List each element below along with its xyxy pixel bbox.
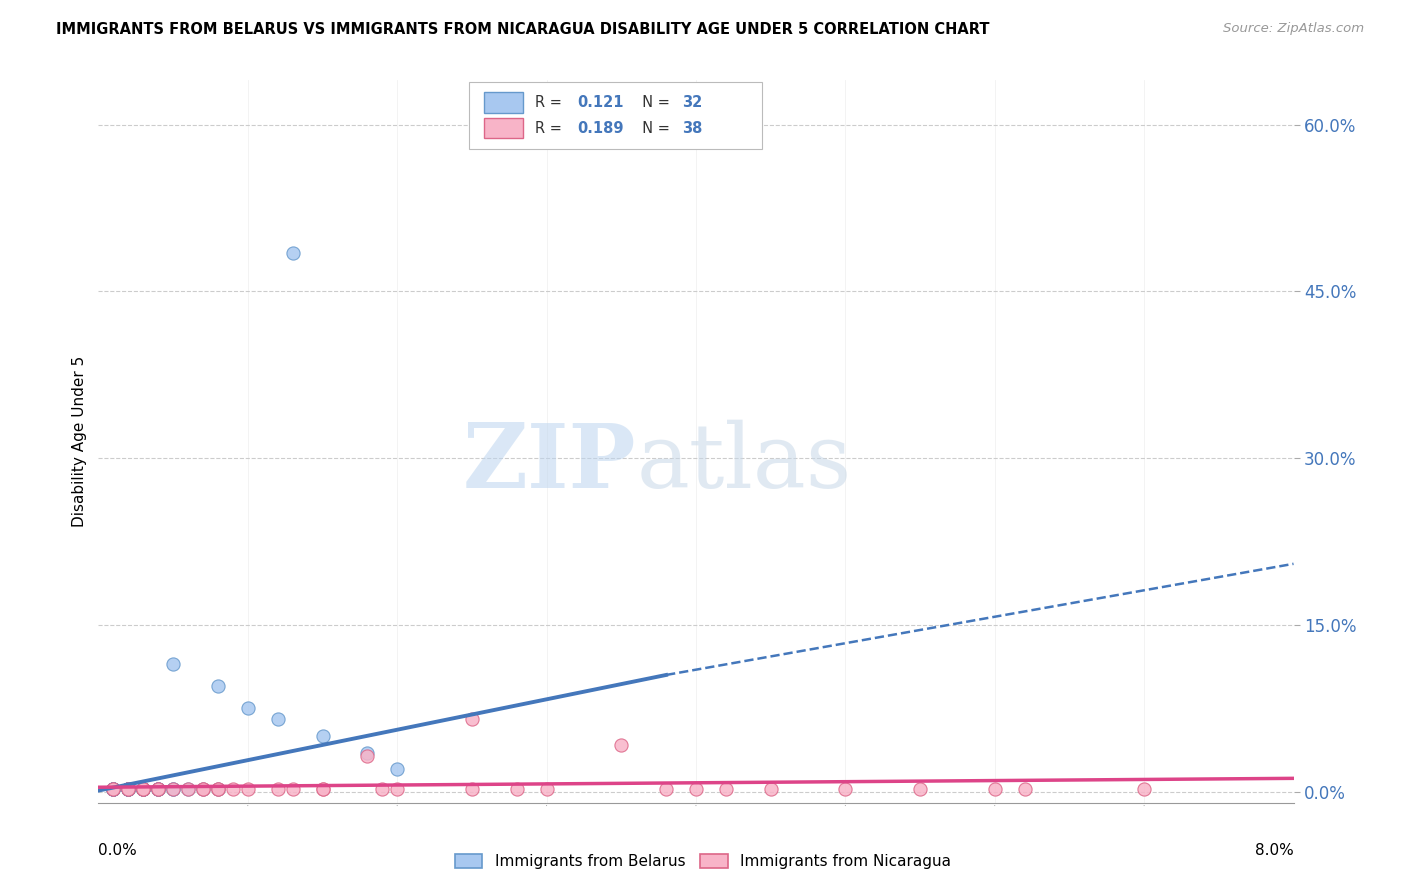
Point <box>132 782 155 797</box>
Point <box>132 782 155 797</box>
Point <box>177 782 200 797</box>
Point <box>148 782 170 797</box>
Point <box>148 782 170 797</box>
Text: 0.189: 0.189 <box>578 120 624 136</box>
Point <box>385 763 409 777</box>
Point <box>356 749 378 764</box>
Text: atlas: atlas <box>637 419 852 507</box>
Point <box>685 782 707 797</box>
Text: 32: 32 <box>682 95 702 110</box>
Point <box>132 782 155 797</box>
Point <box>132 782 155 797</box>
Point <box>177 782 200 797</box>
Point <box>103 782 125 797</box>
Point <box>311 782 333 797</box>
Point <box>371 782 394 797</box>
Point <box>103 782 125 797</box>
Point <box>267 713 290 727</box>
Point <box>191 782 214 797</box>
Point <box>461 782 484 797</box>
Point <box>148 782 170 797</box>
Point <box>117 782 139 797</box>
Point <box>117 782 139 797</box>
Point <box>132 782 155 797</box>
Point <box>132 782 155 797</box>
Point <box>162 782 184 797</box>
Point <box>148 782 170 797</box>
Text: R =: R = <box>534 120 567 136</box>
Text: N =: N = <box>633 95 673 110</box>
Point <box>117 782 139 797</box>
FancyBboxPatch shape <box>485 118 523 138</box>
Point <box>117 782 139 797</box>
Point <box>162 657 184 671</box>
Point <box>714 782 737 797</box>
Point <box>191 782 214 797</box>
Text: ZIP: ZIP <box>463 420 637 507</box>
Point <box>103 782 125 797</box>
Point <box>132 782 155 797</box>
Point <box>207 782 229 797</box>
Point <box>117 782 139 797</box>
Point <box>148 782 170 797</box>
Text: 38: 38 <box>682 120 702 136</box>
Point <box>834 782 856 797</box>
Point <box>311 782 333 797</box>
Point <box>117 782 139 797</box>
Point <box>610 738 633 752</box>
Point <box>984 782 1007 797</box>
Point <box>207 782 229 797</box>
Point <box>117 782 139 797</box>
Text: N =: N = <box>633 120 673 136</box>
Point <box>103 782 125 797</box>
Y-axis label: Disability Age Under 5: Disability Age Under 5 <box>72 356 87 527</box>
Point <box>132 782 155 797</box>
Text: R =: R = <box>534 95 567 110</box>
Point <box>1014 782 1036 797</box>
Point <box>207 782 229 797</box>
FancyBboxPatch shape <box>470 82 762 149</box>
Point <box>281 245 304 260</box>
Point <box>117 782 139 797</box>
Point <box>117 782 139 797</box>
Text: Source: ZipAtlas.com: Source: ZipAtlas.com <box>1223 22 1364 36</box>
Point <box>222 782 245 797</box>
Point <box>148 782 170 797</box>
Text: 0.121: 0.121 <box>578 95 624 110</box>
Point <box>356 746 378 760</box>
Point <box>908 782 931 797</box>
Point <box>236 701 259 715</box>
Point <box>162 782 184 797</box>
Point <box>1133 782 1156 797</box>
Text: IMMIGRANTS FROM BELARUS VS IMMIGRANTS FROM NICARAGUA DISABILITY AGE UNDER 5 CORR: IMMIGRANTS FROM BELARUS VS IMMIGRANTS FR… <box>56 22 990 37</box>
Point <box>132 782 155 797</box>
Point <box>267 782 290 797</box>
Text: 8.0%: 8.0% <box>1254 843 1294 857</box>
Point <box>191 782 214 797</box>
Point <box>655 782 678 797</box>
Point <box>162 782 184 797</box>
Point <box>236 782 259 797</box>
Point <box>207 679 229 693</box>
Point <box>103 782 125 797</box>
Point <box>281 782 304 797</box>
Point <box>103 782 125 797</box>
FancyBboxPatch shape <box>485 93 523 112</box>
Point <box>103 782 125 797</box>
Text: 0.0%: 0.0% <box>98 843 138 857</box>
Point <box>103 782 125 797</box>
Point <box>132 782 155 797</box>
Point <box>117 782 139 797</box>
Point <box>759 782 782 797</box>
Point <box>103 782 125 797</box>
Point <box>506 782 529 797</box>
Point <box>385 782 409 797</box>
Legend: Immigrants from Belarus, Immigrants from Nicaragua: Immigrants from Belarus, Immigrants from… <box>449 848 957 875</box>
Point <box>461 713 484 727</box>
Point <box>536 782 558 797</box>
Point <box>311 729 333 743</box>
